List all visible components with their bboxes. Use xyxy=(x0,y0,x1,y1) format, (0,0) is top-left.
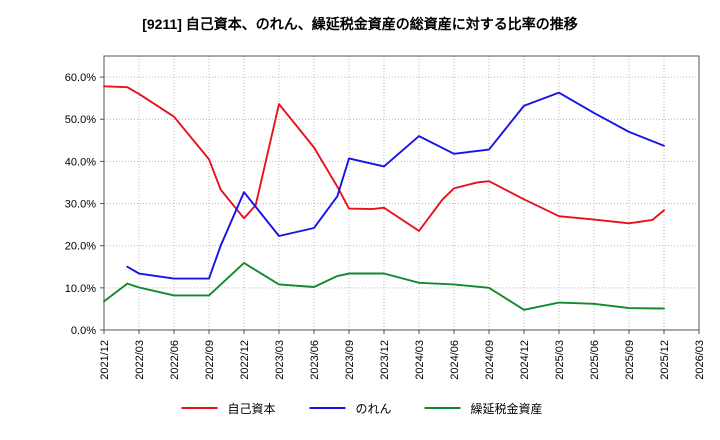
x-tick-label: 2022/03 xyxy=(134,340,146,380)
series-line xyxy=(126,91,665,280)
legend-label: のれん xyxy=(356,402,392,416)
y-tick-label: 0.0% xyxy=(71,325,96,337)
x-tick-label: 2025/06 xyxy=(589,340,601,380)
x-tick-label: 2022/06 xyxy=(169,340,181,380)
x-tick-label: 2023/09 xyxy=(344,340,356,380)
x-tick-label: 2024/12 xyxy=(519,340,531,380)
x-tick-label: 2025/09 xyxy=(624,340,636,380)
x-tick-label: 2024/06 xyxy=(449,340,461,380)
series-line xyxy=(103,262,665,311)
x-tick-label: 2024/03 xyxy=(414,340,426,380)
y-tick-label: 30.0% xyxy=(65,199,96,211)
y-axis-tick-labels: 0.0% 10.0% 20.0% 30.0% 40.0% 50.0% 60.0% xyxy=(65,72,104,337)
chart-legend: 自己資本 のれん 繰延税金資産 xyxy=(181,401,543,416)
plot-border xyxy=(103,55,700,331)
y-tick-label: 50.0% xyxy=(65,114,96,126)
x-tick-label: 2026/03 xyxy=(694,340,706,380)
x-tick-label: 2021/12 xyxy=(99,340,111,380)
series-line xyxy=(103,85,665,232)
plot-frame xyxy=(103,55,700,331)
legend-label: 自己資本 xyxy=(228,402,276,416)
legend-label: 繰延税金資産 xyxy=(471,401,543,416)
x-tick-label: 2025/12 xyxy=(659,340,671,380)
x-tick-label: 2025/03 xyxy=(554,340,566,380)
gridlines xyxy=(103,56,700,331)
series-lines xyxy=(103,85,665,311)
x-axis-tick-labels: 2021/12 2022/03 2022/06 2022/09 2022/12 2023/… xyxy=(99,330,706,380)
y-tick-label: 40.0% xyxy=(65,156,96,168)
x-tick-label: 2022/09 xyxy=(204,340,216,380)
y-tick-label: 60.0% xyxy=(65,72,96,84)
x-tick-label: 2022/12 xyxy=(239,340,251,380)
x-tick-label: 2024/09 xyxy=(484,340,496,380)
chart-title: [9211] 自己資本、のれん、繰延税金資産の総資産に対する比率の推移 xyxy=(142,16,578,32)
x-tick-label: 2023/06 xyxy=(309,340,321,380)
x-tick-label: 2023/03 xyxy=(274,340,286,380)
y-tick-label: 20.0% xyxy=(65,241,96,253)
y-tick-label: 10.0% xyxy=(65,283,96,295)
x-tick-label: 2023/12 xyxy=(379,340,391,380)
